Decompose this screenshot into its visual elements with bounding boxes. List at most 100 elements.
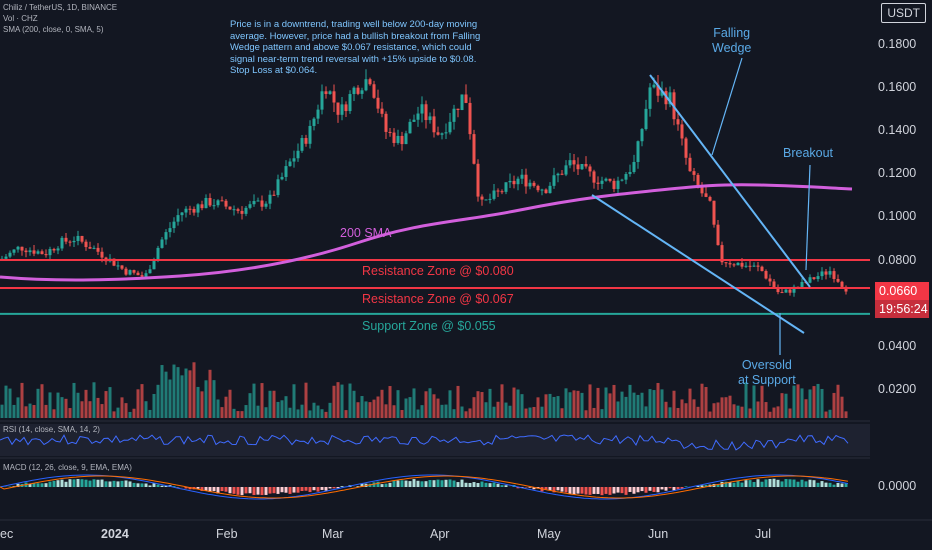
candle-body (340, 104, 344, 115)
volume-bar (500, 384, 504, 418)
support-55-label: Support Zone @ $0.055 (362, 319, 496, 333)
candle-body (32, 250, 36, 254)
macd-histogram-bar (756, 479, 760, 487)
macd-histogram-bar (248, 487, 252, 494)
currency-button[interactable]: USDT (881, 3, 926, 23)
volume-bar (116, 407, 120, 418)
volume-bar (244, 405, 248, 418)
macd-histogram-bar (420, 481, 424, 487)
macd-histogram-bar (292, 487, 296, 493)
macd-histogram-bar (828, 482, 832, 487)
macd-histogram-bar (308, 487, 312, 493)
macd-histogram-bar (724, 481, 728, 487)
volume-bar (724, 397, 728, 418)
candle-body (592, 171, 596, 183)
volume-bar (128, 411, 132, 418)
candle-body (456, 108, 460, 110)
candle-body (640, 129, 644, 142)
macd-histogram-bar (408, 481, 412, 487)
macd-histogram-bar (188, 487, 192, 490)
macd-histogram-bar (632, 487, 636, 494)
macd-histogram-bar (772, 478, 776, 487)
volume-bar (28, 403, 32, 418)
candle-body (68, 241, 72, 243)
volume-bar (792, 385, 796, 418)
macd-histogram-bar (812, 480, 816, 487)
volume-bar (576, 390, 580, 418)
time-tick: 2024 (101, 527, 129, 541)
rsi-pane (0, 424, 870, 456)
volume-bar (636, 394, 640, 418)
volume-bar (552, 396, 556, 418)
candle-body (588, 166, 592, 172)
volume-bar (240, 411, 244, 418)
candle-body (492, 190, 496, 199)
volume-bar (320, 409, 324, 418)
macd-histogram-bar (780, 481, 784, 487)
volume-bar (216, 399, 220, 418)
macd-histogram-bar (208, 487, 212, 493)
macd-histogram-bar (500, 485, 504, 487)
volume-bar (260, 383, 264, 418)
macd-histogram-bar (388, 482, 392, 487)
candle-body (528, 182, 532, 187)
volume-bar (400, 409, 404, 418)
candle-body (604, 178, 608, 181)
volume-bar (680, 399, 684, 418)
candle-body (532, 182, 536, 186)
macd-histogram-bar (140, 483, 144, 487)
candle-body (832, 271, 836, 279)
macd-histogram-bar (588, 487, 592, 495)
macd-histogram-bar (564, 487, 568, 493)
volume-bar (464, 411, 468, 418)
volume-bar (4, 385, 8, 418)
volume-bar (0, 404, 4, 418)
price-tick: 0.0200 (878, 382, 917, 396)
volume-bar (736, 405, 740, 418)
volume-bar (768, 411, 772, 418)
candle-body (716, 224, 720, 246)
candle-body (272, 194, 276, 196)
macd-histogram-bar (796, 481, 800, 487)
volume-bar (700, 383, 704, 418)
volume-bar (348, 383, 352, 418)
candle-body (624, 174, 628, 180)
candle-body (828, 271, 832, 275)
time-tick: ec (0, 527, 14, 541)
macd-histogram-bar (704, 484, 708, 487)
candle-body (256, 200, 260, 202)
macd-histogram-bar (328, 487, 332, 489)
macd-histogram-bar (172, 486, 176, 487)
macd-histogram-bar (392, 480, 396, 487)
volume-bar (336, 382, 340, 418)
candle-body (580, 163, 584, 170)
candle-body (316, 109, 320, 119)
volume-bar (100, 404, 104, 418)
candle-body (772, 281, 776, 288)
time-tick: Jul (755, 527, 771, 541)
volume-bar (248, 393, 252, 418)
volume-bar (92, 382, 96, 418)
macd-histogram-bar (96, 479, 100, 487)
candle-body (212, 205, 216, 207)
macd-histogram-bar (716, 484, 720, 487)
volume-bar (492, 406, 496, 418)
macd-histogram-bar (108, 481, 112, 487)
volume-bar (644, 406, 648, 418)
volume-bar (312, 402, 316, 418)
macd-histogram-bar (552, 487, 556, 493)
macd-histogram-bar (752, 481, 756, 487)
candle-body (24, 250, 28, 253)
volume-bar (436, 398, 440, 418)
volume-bar (124, 403, 128, 418)
volume-bar (728, 395, 732, 418)
macd-histogram-bar (504, 485, 508, 487)
macd-histogram-bar (28, 483, 32, 487)
volume-bar (56, 392, 60, 418)
volume-bar (540, 406, 544, 418)
volume-bar (632, 392, 636, 418)
candle-body (476, 163, 480, 197)
volume-bar (548, 393, 552, 418)
volume-bar (812, 386, 816, 418)
